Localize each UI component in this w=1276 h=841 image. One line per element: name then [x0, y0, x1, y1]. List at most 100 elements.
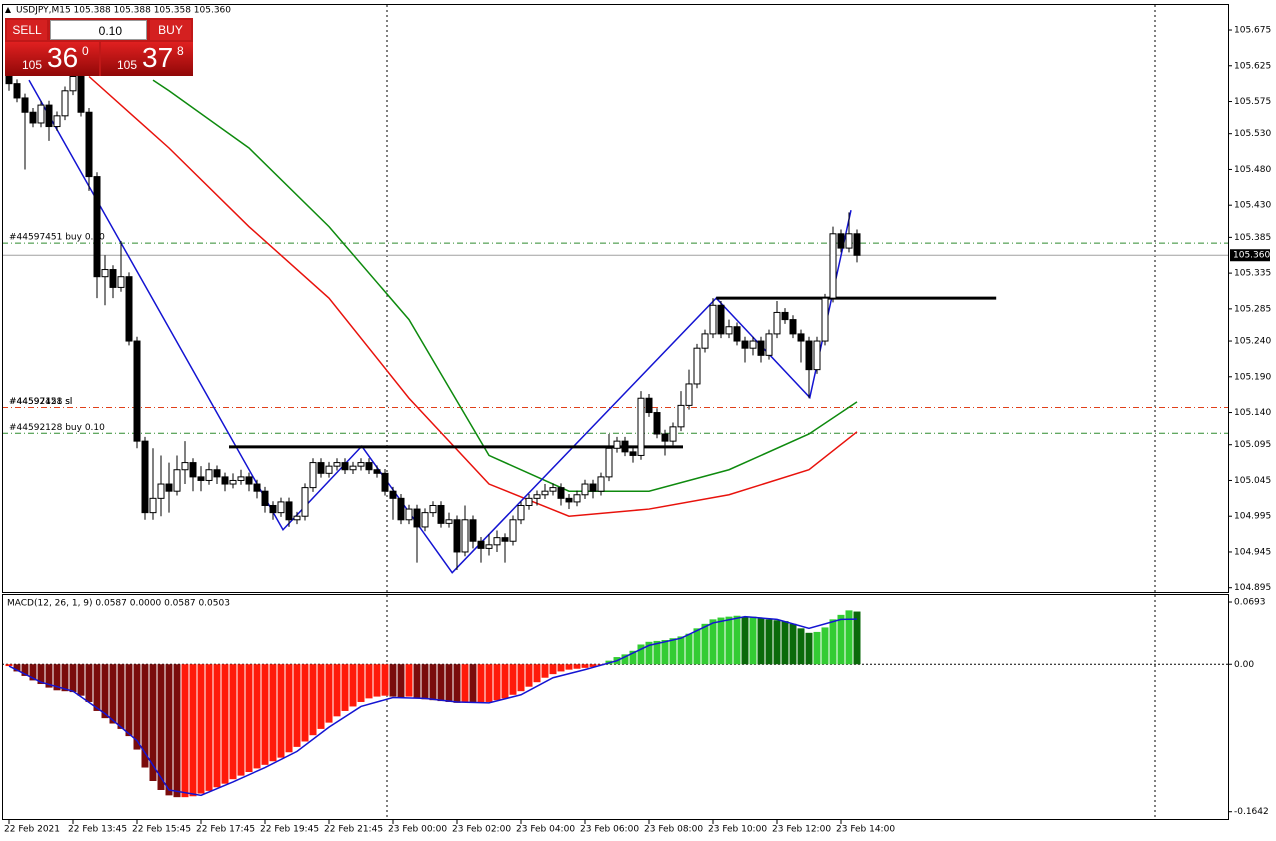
macd-bar — [309, 664, 317, 736]
candle-body — [645, 397, 653, 414]
buy-button[interactable]: BUY — [150, 20, 191, 40]
overlay-line — [152, 79, 858, 492]
candle-body — [437, 504, 445, 524]
candle-body — [445, 519, 453, 524]
x-tick-label: 22 Feb 21:45 — [324, 825, 383, 835]
macd-bar — [741, 616, 749, 665]
candle-body — [533, 494, 541, 499]
macd-bar — [221, 664, 229, 784]
macd-bar — [341, 664, 349, 711]
candle-body — [525, 497, 533, 506]
candle-body — [109, 269, 117, 288]
y-tick-label: 105.430 — [1234, 201, 1271, 211]
ask-box[interactable] — [101, 42, 193, 76]
macd-bar — [349, 664, 357, 707]
candle-body — [669, 426, 677, 442]
ask-pips: 37 — [142, 42, 174, 73]
macd-bar — [405, 664, 413, 697]
sell-button[interactable]: SELL — [7, 20, 47, 40]
candle-body — [181, 462, 189, 471]
chart-title: USDJPY,M15 105.388 105.388 105.358 105.3… — [16, 6, 231, 16]
indicator-title: MACD(12, 26, 1, 9) 0.0587 0.0000 0.0587 … — [7, 599, 230, 609]
macd-bar — [53, 664, 61, 691]
candle-body — [573, 494, 581, 503]
macd-bar — [77, 664, 85, 696]
candle-body — [125, 276, 133, 342]
candle-body — [317, 462, 325, 474]
candle-body — [373, 469, 381, 474]
candle-body — [117, 276, 125, 288]
candle-body — [701, 333, 709, 349]
overlay-line — [88, 75, 858, 517]
macd-bar — [397, 664, 405, 698]
candle-body — [45, 104, 53, 128]
candle-body — [493, 537, 501, 546]
candle-body — [237, 476, 245, 481]
macd-plot — [3, 610, 1228, 798]
candle-body — [157, 483, 165, 499]
x-tick-label: 22 Feb 2021 — [4, 825, 60, 835]
candle-body — [485, 544, 493, 549]
macd-bar — [853, 611, 861, 665]
x-tick-label: 23 Feb 00:00 — [388, 825, 447, 835]
macd-bar — [317, 664, 325, 729]
macd-bar — [717, 617, 725, 665]
ask-big: 105 — [117, 58, 138, 72]
candle-body — [581, 483, 589, 496]
candle-body — [349, 465, 357, 471]
order-label: #44597451 buy 0.10 — [9, 233, 105, 243]
candle-body — [749, 340, 757, 349]
candle-body — [557, 487, 565, 499]
signal-line — [8, 615, 858, 797]
candle-body — [205, 469, 213, 481]
macd-bar — [461, 664, 469, 702]
macd-bar — [701, 623, 709, 665]
order-label: #44592128 buy 0.10 — [9, 423, 105, 433]
macd-bar — [541, 664, 549, 678]
candle-body — [629, 451, 637, 456]
x-tick-label: 22 Feb 19:45 — [260, 825, 319, 835]
macd-bar — [61, 664, 69, 692]
y-tick-label: 105.675 — [1234, 26, 1271, 36]
macd-bar — [789, 623, 797, 665]
candle-body — [285, 501, 293, 521]
macd-bar — [365, 664, 373, 699]
macd-bar — [293, 664, 301, 747]
macd-bar — [637, 644, 645, 665]
macd-bar — [845, 610, 853, 665]
main-frame — [2, 4, 1229, 593]
lot-input[interactable]: 0.10 — [50, 20, 147, 40]
macd-bar — [253, 664, 261, 769]
candle-body — [789, 319, 797, 335]
macd-bar — [453, 664, 461, 703]
macd-bar — [237, 664, 245, 776]
x-tick-label: 23 Feb 10:00 — [708, 825, 767, 835]
y-tick-label: 104.995 — [1234, 512, 1271, 522]
macd-bar — [749, 616, 757, 665]
macd-bar — [421, 664, 429, 700]
candle-body — [229, 479, 237, 485]
x-tick-label: 23 Feb 14:00 — [836, 825, 895, 835]
candle-body — [149, 497, 157, 514]
macd-bar — [173, 664, 181, 798]
candle-body — [413, 508, 421, 528]
candle-body — [661, 433, 669, 442]
macd-bar — [229, 664, 237, 780]
main-plot: #44597451 buy 0.10#44597451 sl#44592128 … — [3, 62, 1228, 574]
candle-body — [333, 462, 341, 467]
candle-body — [357, 462, 365, 467]
macd-bar — [37, 664, 45, 685]
price-box — [1230, 249, 1270, 262]
candle-body — [621, 440, 629, 453]
candle-body — [709, 304, 717, 335]
candle-body — [853, 233, 861, 256]
macd-bar — [213, 664, 221, 788]
bid-box[interactable] — [5, 42, 99, 76]
y-tick-label: 105.625 — [1234, 61, 1271, 71]
macd-bar — [517, 664, 525, 692]
candle-body — [565, 497, 573, 503]
macd-frame — [2, 594, 1229, 820]
macd-bar — [93, 664, 101, 711]
candle-body — [397, 497, 405, 521]
